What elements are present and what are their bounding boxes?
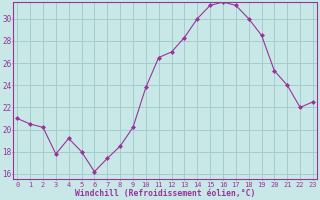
X-axis label: Windchill (Refroidissement éolien,°C): Windchill (Refroidissement éolien,°C) [75,189,255,198]
